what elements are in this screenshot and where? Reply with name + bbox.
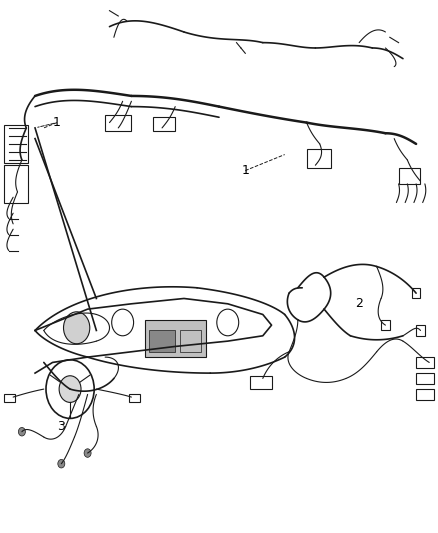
Text: 3: 3 — [57, 420, 65, 433]
Text: 1: 1 — [53, 116, 61, 129]
Text: 1: 1 — [241, 164, 249, 177]
Bar — [412, 288, 420, 298]
Circle shape — [58, 459, 65, 468]
Bar — [250, 376, 272, 389]
Text: 2: 2 — [355, 297, 363, 310]
Bar — [4, 165, 28, 203]
Circle shape — [59, 376, 81, 402]
Bar — [416, 373, 434, 384]
Bar — [307, 149, 331, 168]
Bar — [4, 394, 15, 402]
Bar — [416, 357, 434, 368]
Bar — [416, 325, 425, 336]
Bar — [129, 394, 140, 402]
Bar — [180, 330, 201, 352]
Circle shape — [84, 449, 91, 457]
Bar — [399, 168, 420, 184]
Bar — [145, 320, 206, 357]
Bar — [416, 389, 434, 400]
Bar — [381, 320, 390, 330]
Bar — [149, 330, 175, 352]
Bar — [153, 117, 175, 131]
Bar — [105, 115, 131, 131]
Circle shape — [18, 427, 25, 436]
Bar — [4, 125, 28, 163]
Circle shape — [64, 312, 90, 344]
